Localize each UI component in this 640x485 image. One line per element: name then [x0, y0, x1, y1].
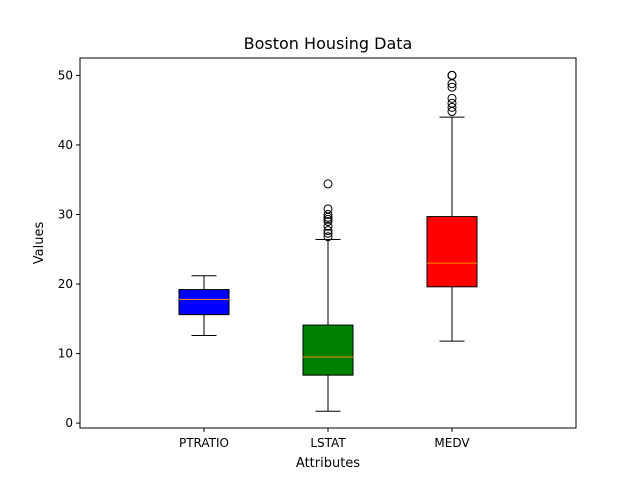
outlier-point [323, 221, 333, 231]
box-lstat [302, 179, 354, 412]
iqr-box [178, 289, 230, 316]
x-tick-label: PTRATIO [179, 436, 229, 450]
outlier-point [323, 225, 333, 235]
outlier-point [447, 102, 457, 112]
y-tick-label: 40 [58, 138, 73, 152]
outlier-point [447, 70, 457, 80]
outlier-point [323, 204, 333, 214]
plot-area [178, 70, 478, 412]
outlier-point [323, 209, 333, 219]
box-ptratio [178, 275, 230, 336]
outlier-point [323, 216, 333, 226]
outlier-point [447, 82, 457, 92]
x-tick-label: LSTAT [310, 436, 346, 450]
y-tick-label: 30 [58, 207, 73, 221]
outlier-point [323, 179, 333, 189]
chart-title: Boston Housing Data [244, 34, 413, 53]
iqr-box [302, 324, 354, 376]
y-tick-label: 50 [58, 68, 73, 82]
outlier-point [323, 232, 333, 242]
outlier-point [323, 214, 333, 224]
y-tick-label: 20 [58, 277, 73, 291]
box-medv [426, 70, 478, 342]
x-tick-label: MEDV [434, 436, 470, 450]
y-tick-label: 10 [58, 347, 73, 361]
y-axis-label: Values [32, 222, 47, 265]
outlier-point [447, 98, 457, 108]
iqr-box [426, 216, 478, 288]
x-axis: PTRATIO LSTAT MEDV [179, 428, 470, 450]
outlier-point [323, 228, 333, 238]
y-tick-label: 0 [65, 416, 73, 430]
y-axis: 0 10 20 30 40 50 [58, 68, 80, 430]
outlier-point [447, 93, 457, 103]
x-axis-label: Attributes [296, 456, 360, 471]
